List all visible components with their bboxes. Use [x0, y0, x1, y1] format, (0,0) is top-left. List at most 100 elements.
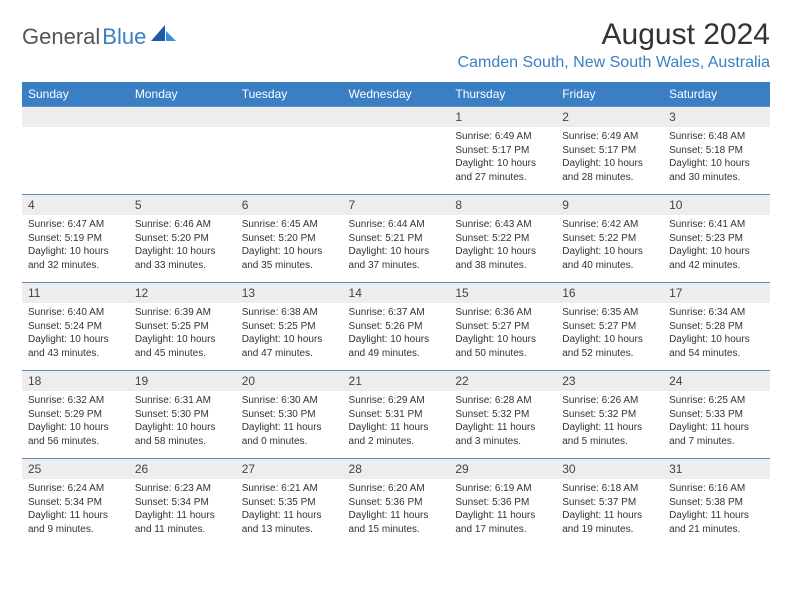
calendar-day-cell: 30Sunrise: 6:18 AMSunset: 5:37 PMDayligh…	[556, 459, 663, 547]
day-detail-line: Sunset: 5:28 PM	[669, 320, 764, 334]
day-detail-line: Daylight: 11 hours and 11 minutes.	[135, 509, 230, 536]
calendar-day-cell	[343, 107, 450, 195]
day-detail: Sunrise: 6:23 AMSunset: 5:34 PMDaylight:…	[129, 479, 236, 540]
page-title: August 2024	[458, 18, 770, 52]
calendar-day-cell: 1Sunrise: 6:49 AMSunset: 5:17 PMDaylight…	[449, 107, 556, 195]
day-detail-line: Sunset: 5:22 PM	[455, 232, 550, 246]
day-detail-line: Daylight: 11 hours and 5 minutes.	[562, 421, 657, 448]
location-subtitle: Camden South, New South Wales, Australia	[458, 54, 770, 72]
day-number: 9	[556, 195, 663, 215]
day-number: 13	[236, 283, 343, 303]
calendar-week-row: 1Sunrise: 6:49 AMSunset: 5:17 PMDaylight…	[22, 107, 770, 195]
day-detail-line: Sunrise: 6:26 AM	[562, 394, 657, 408]
day-detail-line: Sunset: 5:25 PM	[242, 320, 337, 334]
day-detail-line: Daylight: 10 hours and 37 minutes.	[349, 245, 444, 272]
day-detail-line: Sunrise: 6:44 AM	[349, 218, 444, 232]
day-detail	[22, 127, 129, 134]
day-detail-line: Sunset: 5:30 PM	[135, 408, 230, 422]
day-detail: Sunrise: 6:40 AMSunset: 5:24 PMDaylight:…	[22, 303, 129, 364]
day-detail-line: Sunrise: 6:43 AM	[455, 218, 550, 232]
calendar-day-cell: 5Sunrise: 6:46 AMSunset: 5:20 PMDaylight…	[129, 195, 236, 283]
day-detail-line: Daylight: 10 hours and 50 minutes.	[455, 333, 550, 360]
day-number: 6	[236, 195, 343, 215]
day-detail-line: Sunset: 5:20 PM	[135, 232, 230, 246]
calendar-day-cell	[236, 107, 343, 195]
day-detail-line: Daylight: 11 hours and 3 minutes.	[455, 421, 550, 448]
day-number: 25	[22, 459, 129, 479]
calendar-day-cell: 15Sunrise: 6:36 AMSunset: 5:27 PMDayligh…	[449, 283, 556, 371]
day-detail-line: Sunrise: 6:30 AM	[242, 394, 337, 408]
day-number	[236, 107, 343, 127]
day-detail-line: Daylight: 11 hours and 0 minutes.	[242, 421, 337, 448]
day-detail-line: Sunrise: 6:29 AM	[349, 394, 444, 408]
weekday-header: Tuesday	[236, 82, 343, 107]
day-number: 18	[22, 371, 129, 391]
calendar-day-cell: 20Sunrise: 6:30 AMSunset: 5:30 PMDayligh…	[236, 371, 343, 459]
day-number: 8	[449, 195, 556, 215]
day-number: 10	[663, 195, 770, 215]
logo-text-gray: General	[22, 24, 100, 50]
day-detail: Sunrise: 6:45 AMSunset: 5:20 PMDaylight:…	[236, 215, 343, 276]
day-detail: Sunrise: 6:34 AMSunset: 5:28 PMDaylight:…	[663, 303, 770, 364]
day-number: 12	[129, 283, 236, 303]
calendar-day-cell: 24Sunrise: 6:25 AMSunset: 5:33 PMDayligh…	[663, 371, 770, 459]
day-detail: Sunrise: 6:46 AMSunset: 5:20 PMDaylight:…	[129, 215, 236, 276]
day-number: 1	[449, 107, 556, 127]
calendar-day-cell: 31Sunrise: 6:16 AMSunset: 5:38 PMDayligh…	[663, 459, 770, 547]
calendar-week-row: 18Sunrise: 6:32 AMSunset: 5:29 PMDayligh…	[22, 371, 770, 459]
day-detail-line: Sunset: 5:23 PM	[669, 232, 764, 246]
day-detail-line: Sunset: 5:34 PM	[135, 496, 230, 510]
logo-text-blue: Blue	[102, 24, 146, 50]
day-number: 14	[343, 283, 450, 303]
calendar-day-cell: 27Sunrise: 6:21 AMSunset: 5:35 PMDayligh…	[236, 459, 343, 547]
day-detail-line: Daylight: 10 hours and 49 minutes.	[349, 333, 444, 360]
day-detail: Sunrise: 6:37 AMSunset: 5:26 PMDaylight:…	[343, 303, 450, 364]
day-detail: Sunrise: 6:36 AMSunset: 5:27 PMDaylight:…	[449, 303, 556, 364]
day-detail: Sunrise: 6:44 AMSunset: 5:21 PMDaylight:…	[343, 215, 450, 276]
day-detail-line: Sunrise: 6:40 AM	[28, 306, 123, 320]
day-detail-line: Daylight: 10 hours and 45 minutes.	[135, 333, 230, 360]
day-detail-line: Sunrise: 6:45 AM	[242, 218, 337, 232]
day-detail-line: Sunset: 5:27 PM	[455, 320, 550, 334]
day-detail: Sunrise: 6:32 AMSunset: 5:29 PMDaylight:…	[22, 391, 129, 452]
calendar-day-cell: 29Sunrise: 6:19 AMSunset: 5:36 PMDayligh…	[449, 459, 556, 547]
day-detail-line: Daylight: 10 hours and 58 minutes.	[135, 421, 230, 448]
day-detail-line: Daylight: 10 hours and 56 minutes.	[28, 421, 123, 448]
day-detail-line: Sunrise: 6:41 AM	[669, 218, 764, 232]
day-detail-line: Daylight: 11 hours and 19 minutes.	[562, 509, 657, 536]
calendar-day-cell: 7Sunrise: 6:44 AMSunset: 5:21 PMDaylight…	[343, 195, 450, 283]
header: GeneralBlue August 2024 Camden South, Ne…	[22, 18, 770, 72]
day-detail-line: Daylight: 10 hours and 38 minutes.	[455, 245, 550, 272]
day-detail-line: Daylight: 10 hours and 54 minutes.	[669, 333, 764, 360]
day-detail-line: Sunrise: 6:48 AM	[669, 130, 764, 144]
day-detail-line: Sunrise: 6:49 AM	[562, 130, 657, 144]
day-number: 5	[129, 195, 236, 215]
day-number: 11	[22, 283, 129, 303]
day-detail-line: Sunrise: 6:21 AM	[242, 482, 337, 496]
day-detail-line: Sunrise: 6:34 AM	[669, 306, 764, 320]
day-detail-line: Sunset: 5:19 PM	[28, 232, 123, 246]
calendar-week-row: 4Sunrise: 6:47 AMSunset: 5:19 PMDaylight…	[22, 195, 770, 283]
day-detail: Sunrise: 6:49 AMSunset: 5:17 PMDaylight:…	[449, 127, 556, 188]
day-detail-line: Sunset: 5:30 PM	[242, 408, 337, 422]
day-detail-line: Sunset: 5:32 PM	[562, 408, 657, 422]
day-detail-line: Sunset: 5:17 PM	[455, 144, 550, 158]
day-number: 22	[449, 371, 556, 391]
calendar-day-cell: 21Sunrise: 6:29 AMSunset: 5:31 PMDayligh…	[343, 371, 450, 459]
calendar-page: GeneralBlue August 2024 Camden South, Ne…	[0, 0, 792, 565]
calendar-day-cell: 25Sunrise: 6:24 AMSunset: 5:34 PMDayligh…	[22, 459, 129, 547]
day-detail-line: Sunset: 5:36 PM	[349, 496, 444, 510]
day-detail-line: Sunset: 5:33 PM	[669, 408, 764, 422]
day-detail: Sunrise: 6:20 AMSunset: 5:36 PMDaylight:…	[343, 479, 450, 540]
day-detail-line: Sunrise: 6:19 AM	[455, 482, 550, 496]
calendar-table: SundayMondayTuesdayWednesdayThursdayFrid…	[22, 82, 770, 547]
day-detail-line: Daylight: 10 hours and 30 minutes.	[669, 157, 764, 184]
day-detail: Sunrise: 6:21 AMSunset: 5:35 PMDaylight:…	[236, 479, 343, 540]
day-detail	[129, 127, 236, 134]
calendar-day-cell	[129, 107, 236, 195]
day-detail-line: Sunrise: 6:16 AM	[669, 482, 764, 496]
calendar-day-cell: 19Sunrise: 6:31 AMSunset: 5:30 PMDayligh…	[129, 371, 236, 459]
day-detail-line: Sunset: 5:22 PM	[562, 232, 657, 246]
day-detail-line: Daylight: 11 hours and 9 minutes.	[28, 509, 123, 536]
logo-sail-icon	[151, 23, 177, 48]
